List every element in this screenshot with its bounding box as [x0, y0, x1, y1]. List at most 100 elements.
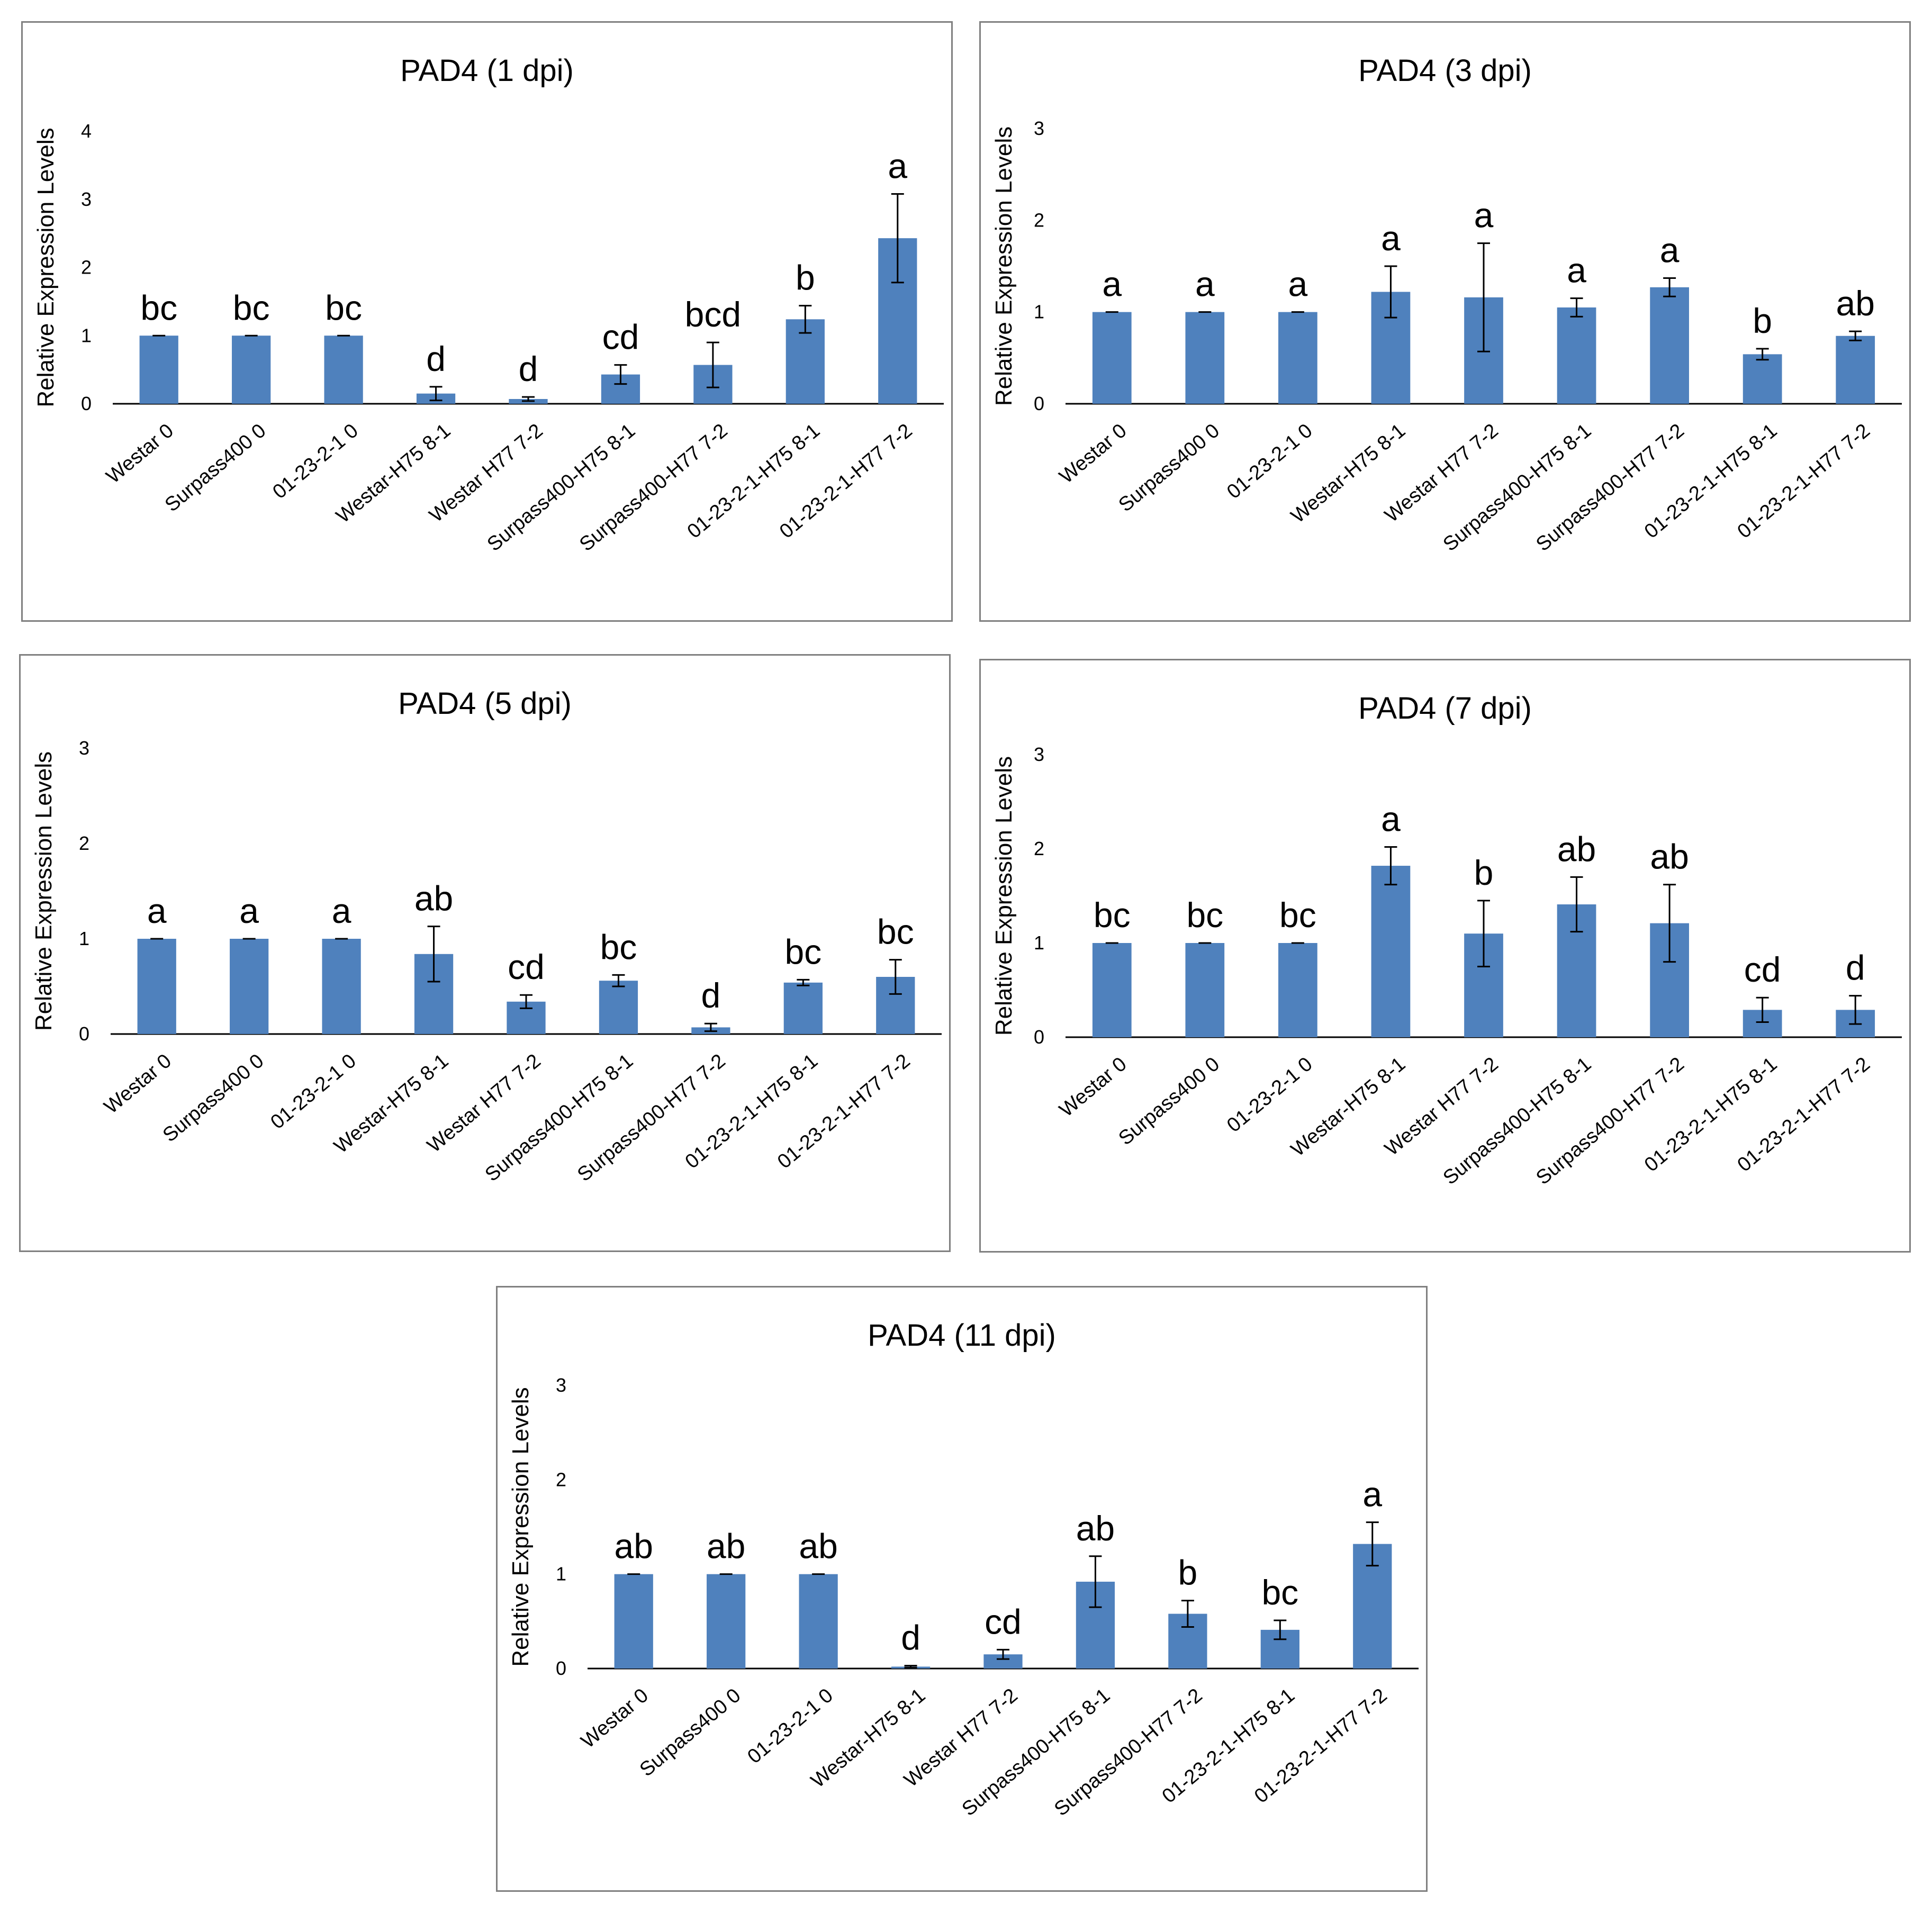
- y-tick-label: 3: [556, 1374, 566, 1396]
- bar: [1557, 307, 1596, 404]
- significance-label: ab: [1836, 284, 1875, 323]
- y-tick-label: 0: [1034, 393, 1044, 414]
- significance-label: a: [147, 891, 167, 930]
- bar: [232, 336, 271, 404]
- chart-title: PAD4 (3 dpi): [1358, 53, 1532, 88]
- y-tick-label: 2: [556, 1468, 566, 1490]
- x-tick-label: Westar 0: [102, 420, 178, 488]
- x-tick-label: Surpass400 0: [1114, 420, 1224, 516]
- significance-label: a: [332, 891, 351, 930]
- y-tick-label: 3: [79, 737, 89, 759]
- significance-label: bc: [784, 932, 821, 971]
- bar: [1092, 312, 1132, 404]
- x-tick-label: 01-23-2-1 0: [1223, 420, 1317, 503]
- significance-label: b: [1474, 853, 1494, 892]
- y-tick-label: 3: [1034, 744, 1044, 765]
- significance-label: ab: [799, 1527, 837, 1566]
- y-tick-label: 3: [81, 188, 92, 210]
- bar: [1743, 354, 1782, 404]
- significance-label: a: [1660, 231, 1680, 270]
- significance-label: bc: [325, 288, 362, 327]
- significance-label: a: [1381, 799, 1401, 838]
- chart-title: PAD4 (5 dpi): [398, 686, 572, 721]
- significance-label: b: [796, 258, 815, 297]
- significance-label: d: [426, 339, 446, 378]
- x-tick-label: Surpass400-H75 8-1: [481, 1050, 638, 1186]
- x-tick-label: Westar 0: [1055, 1053, 1131, 1121]
- chart-panel-3dpi: PAD4 (3 dpi) Relative Expression Levels 0 1…: [979, 21, 1911, 622]
- significance-label: d: [519, 349, 538, 388]
- y-axis-label: Relative Expression Levels: [31, 751, 57, 1031]
- bar: [1650, 287, 1689, 404]
- significance-label: bc: [1094, 895, 1131, 935]
- y-tick-label: 1: [1034, 932, 1044, 954]
- significance-label: a: [239, 891, 259, 930]
- significance-label: ab: [1557, 829, 1596, 868]
- y-tick-label: 0: [556, 1657, 566, 1679]
- significance-label: ab: [1650, 837, 1689, 876]
- x-tick-label: Surpass400-H77 7-2: [1532, 1053, 1689, 1190]
- bar: [324, 336, 363, 404]
- significance-label: bc: [877, 912, 914, 951]
- x-tick-label: 01-23-2-1 0: [266, 1050, 360, 1134]
- chart-title: PAD4 (11 dpi): [868, 1318, 1056, 1353]
- y-tick-label: 0: [79, 1023, 89, 1045]
- x-tick-label: 01-23-2-1 0: [268, 420, 363, 503]
- bar: [1185, 943, 1225, 1037]
- y-tick-label: 2: [79, 832, 89, 854]
- significance-label: d: [901, 1618, 920, 1657]
- chart-panel-11dpi: PAD4 (11 dpi) Relative Expression Levels 0…: [496, 1286, 1428, 1892]
- chart-svg: PAD4 (3 dpi)Relative Expression Levels 01…: [991, 53, 1902, 556]
- bar: [707, 1574, 746, 1669]
- chart-svg: PAD4 (1 dpi)Relative Expression Levels 01…: [33, 53, 944, 556]
- y-axis-label: Relative Expression Levels: [33, 128, 59, 407]
- significance-label: a: [1102, 265, 1122, 304]
- y-tick-label: 3: [1034, 117, 1044, 139]
- significance-label: d: [701, 976, 721, 1015]
- significance-label: a: [1195, 265, 1215, 304]
- significance-label: b: [1178, 1553, 1198, 1592]
- y-tick-label: 0: [81, 393, 92, 414]
- y-tick-label: 4: [81, 120, 92, 142]
- x-tick-label: 01-23-2-1 0: [1223, 1053, 1317, 1137]
- significance-label: a: [888, 146, 907, 185]
- y-axis-label: Relative Expression Levels: [508, 1387, 534, 1666]
- x-tick-label: Surpass400 0: [1114, 1053, 1224, 1150]
- significance-label: a: [1362, 1475, 1382, 1514]
- y-tick-label: 1: [1034, 301, 1044, 323]
- x-tick-label: Surpass400 0: [159, 1050, 268, 1147]
- bar: [1836, 336, 1875, 404]
- y-axis-label: Relative Expression Levels: [991, 756, 1017, 1036]
- y-axis-label: Relative Expression Levels: [991, 126, 1017, 406]
- bar: [1278, 312, 1317, 404]
- significance-label: a: [1288, 265, 1308, 304]
- y-tick-label: 1: [79, 928, 89, 949]
- x-tick-label: Westar 0: [100, 1050, 176, 1118]
- significance-label: bc: [1186, 895, 1223, 935]
- significance-label: bc: [233, 288, 270, 327]
- bar: [139, 336, 178, 404]
- significance-label: bc: [140, 288, 177, 327]
- x-tick-label: Surpass400-H77 7-2: [573, 1050, 730, 1186]
- bar: [230, 939, 269, 1034]
- y-tick-label: 2: [1034, 838, 1044, 859]
- bar: [1278, 943, 1317, 1037]
- x-tick-label: Surpass400-H75 8-1: [958, 1684, 1115, 1821]
- x-tick-label: Surpass400-H77 7-2: [1050, 1684, 1207, 1821]
- significance-label: cd: [602, 318, 639, 357]
- chart-svg: PAD4 (5 dpi)Relative Expression Levels01…: [31, 686, 942, 1186]
- y-tick-label: 1: [81, 324, 92, 346]
- x-tick-label: Surpass400 0: [636, 1684, 745, 1781]
- x-tick-label: Westar 0: [577, 1684, 653, 1753]
- bar: [614, 1574, 653, 1669]
- bar: [1092, 943, 1132, 1037]
- y-tick-label: 2: [1034, 209, 1044, 231]
- x-tick-label: Surpass400-H77 7-2: [575, 420, 732, 556]
- significance-label: bc: [600, 927, 637, 966]
- bar: [1185, 312, 1225, 404]
- x-tick-label: Surpass400-H75 8-1: [1439, 1053, 1596, 1190]
- significance-label: bc: [1279, 895, 1316, 935]
- y-tick-label: 0: [1034, 1026, 1044, 1048]
- significance-label: ab: [414, 879, 453, 918]
- bar: [137, 939, 176, 1034]
